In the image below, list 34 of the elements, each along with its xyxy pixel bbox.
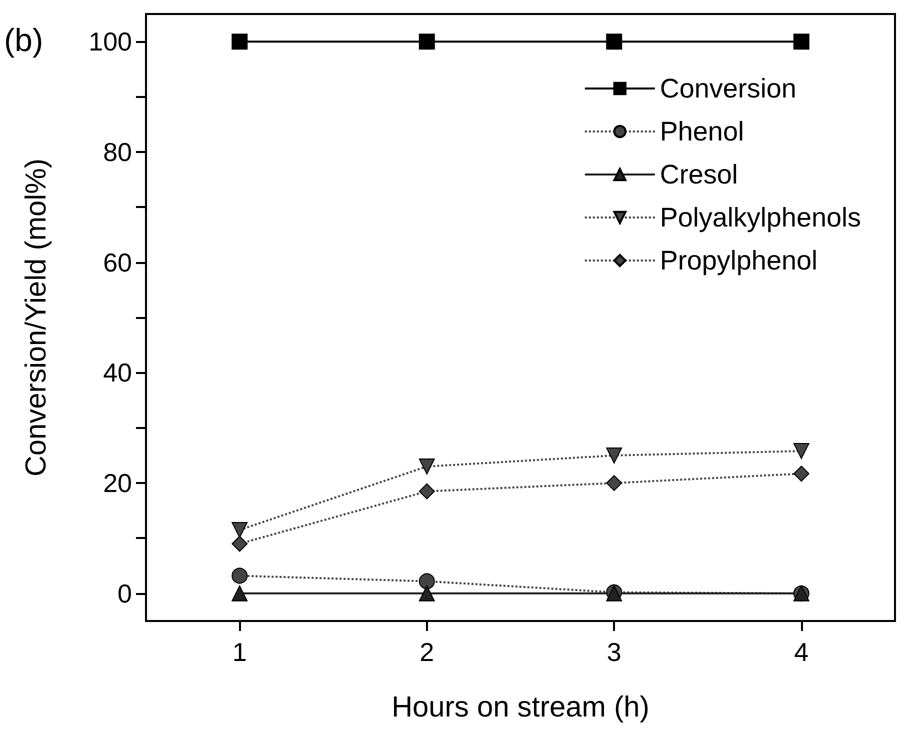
point (793, 466, 810, 482)
x-tick-label: 1 (232, 637, 247, 667)
y-axis-title: Conversion/Yield (mol%) (20, 158, 52, 477)
point (418, 458, 435, 474)
point (418, 34, 435, 50)
text: (b) (4, 22, 44, 58)
y-tick-label: 80 (103, 136, 132, 167)
point (606, 34, 622, 50)
y-tick-label: 20 (103, 468, 132, 498)
point (606, 447, 622, 464)
point (232, 536, 248, 552)
x-tick-label: 3 (606, 637, 622, 667)
legend-label: Conversion (660, 74, 796, 104)
x-tick-label: 4 (794, 637, 809, 667)
x-axis-title: Hours on stream (h) (392, 692, 650, 724)
legend-label: Polyalkylphenols (660, 202, 862, 232)
point (418, 483, 435, 500)
point (793, 443, 810, 460)
y-tick-label: 100 (88, 26, 132, 57)
point (232, 585, 248, 602)
point (418, 585, 435, 602)
point (232, 522, 248, 538)
y-tick-label: 0 (118, 578, 132, 608)
point (606, 475, 622, 492)
x-tick-label: 2 (420, 637, 434, 667)
point (232, 34, 248, 50)
legend-label: Cresol (660, 160, 738, 190)
point (418, 573, 435, 590)
legend-label: Phenol (660, 116, 744, 146)
point (232, 568, 248, 584)
y-tick-label: 60 (103, 247, 132, 278)
y-tick-label: 40 (103, 358, 132, 388)
legend-label: Propylphenol (660, 246, 818, 276)
point (793, 34, 810, 50)
